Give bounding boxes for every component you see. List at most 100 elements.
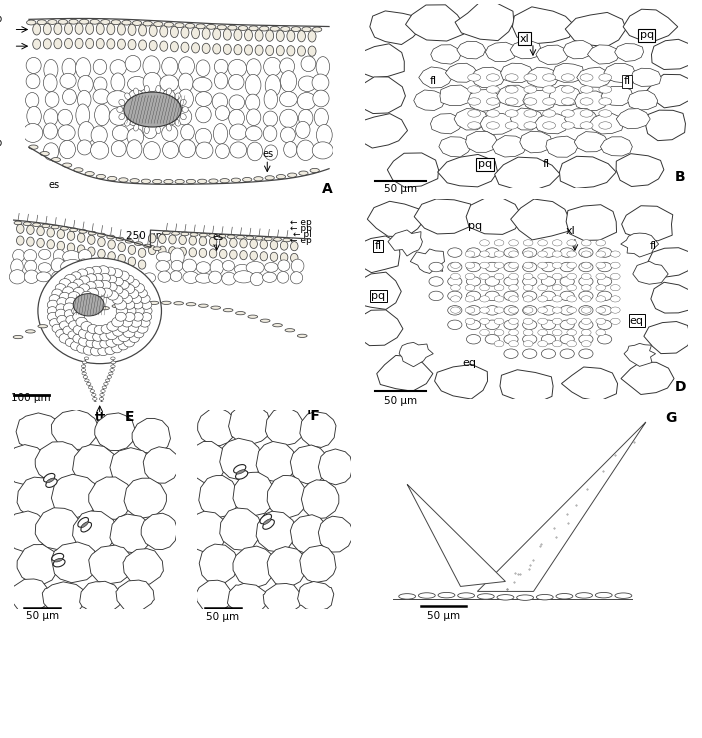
Ellipse shape <box>265 75 281 97</box>
Ellipse shape <box>156 126 161 134</box>
Ellipse shape <box>552 318 562 325</box>
Polygon shape <box>188 511 227 552</box>
Ellipse shape <box>505 86 518 93</box>
Polygon shape <box>263 584 302 614</box>
Ellipse shape <box>523 262 533 269</box>
Polygon shape <box>35 508 81 550</box>
Ellipse shape <box>181 42 189 52</box>
Ellipse shape <box>504 292 518 300</box>
Ellipse shape <box>13 249 25 262</box>
Ellipse shape <box>175 23 184 27</box>
Ellipse shape <box>240 251 247 260</box>
Ellipse shape <box>438 593 455 598</box>
Ellipse shape <box>579 262 593 272</box>
Ellipse shape <box>65 310 74 318</box>
Ellipse shape <box>40 151 49 156</box>
Ellipse shape <box>465 273 475 280</box>
Ellipse shape <box>92 339 104 349</box>
Ellipse shape <box>522 248 537 258</box>
Ellipse shape <box>84 345 95 355</box>
Polygon shape <box>10 579 51 613</box>
Ellipse shape <box>581 318 591 325</box>
Ellipse shape <box>84 267 94 275</box>
Ellipse shape <box>87 288 98 297</box>
Ellipse shape <box>560 334 574 344</box>
Ellipse shape <box>189 248 197 257</box>
Ellipse shape <box>143 21 152 26</box>
Ellipse shape <box>210 260 223 275</box>
Ellipse shape <box>302 27 311 32</box>
Ellipse shape <box>218 234 226 238</box>
Ellipse shape <box>112 141 126 156</box>
Ellipse shape <box>538 341 548 347</box>
Ellipse shape <box>91 266 102 275</box>
Polygon shape <box>388 153 439 187</box>
Ellipse shape <box>107 283 117 292</box>
Ellipse shape <box>140 294 150 303</box>
Ellipse shape <box>541 349 555 359</box>
Polygon shape <box>437 154 498 187</box>
Polygon shape <box>621 233 658 257</box>
Ellipse shape <box>26 74 40 89</box>
Ellipse shape <box>54 558 62 562</box>
Ellipse shape <box>448 248 462 258</box>
Polygon shape <box>358 44 404 77</box>
Polygon shape <box>480 114 514 134</box>
Ellipse shape <box>99 280 111 290</box>
Polygon shape <box>354 77 406 114</box>
Ellipse shape <box>567 341 576 347</box>
Polygon shape <box>199 544 238 584</box>
Ellipse shape <box>479 262 489 269</box>
Ellipse shape <box>599 122 611 129</box>
Ellipse shape <box>112 20 121 24</box>
Ellipse shape <box>214 72 227 89</box>
Ellipse shape <box>37 227 44 235</box>
Polygon shape <box>492 136 527 157</box>
Ellipse shape <box>576 593 592 598</box>
Polygon shape <box>647 75 696 108</box>
Ellipse shape <box>77 344 88 354</box>
Ellipse shape <box>100 273 110 283</box>
Polygon shape <box>589 114 624 134</box>
Ellipse shape <box>111 365 115 368</box>
Polygon shape <box>123 548 164 585</box>
Ellipse shape <box>538 251 548 257</box>
Ellipse shape <box>85 331 97 341</box>
Ellipse shape <box>263 125 277 142</box>
Ellipse shape <box>58 19 67 24</box>
Ellipse shape <box>180 125 194 140</box>
Ellipse shape <box>538 273 548 280</box>
Ellipse shape <box>59 279 71 289</box>
Ellipse shape <box>599 86 611 93</box>
Ellipse shape <box>246 59 261 76</box>
Ellipse shape <box>596 262 606 269</box>
Ellipse shape <box>509 285 519 291</box>
Ellipse shape <box>140 318 150 327</box>
Ellipse shape <box>51 320 60 323</box>
Polygon shape <box>651 282 696 313</box>
Ellipse shape <box>102 386 107 389</box>
Ellipse shape <box>301 56 316 72</box>
Text: fl: fl <box>430 77 437 86</box>
Ellipse shape <box>79 276 90 285</box>
Ellipse shape <box>38 258 161 364</box>
Ellipse shape <box>78 75 93 94</box>
Ellipse shape <box>52 324 62 333</box>
Ellipse shape <box>230 238 237 247</box>
Ellipse shape <box>494 262 504 269</box>
Ellipse shape <box>63 303 75 313</box>
Polygon shape <box>188 441 227 483</box>
Ellipse shape <box>117 39 126 49</box>
Ellipse shape <box>161 301 171 305</box>
Ellipse shape <box>117 289 128 299</box>
Ellipse shape <box>178 57 194 75</box>
Ellipse shape <box>82 361 87 364</box>
Ellipse shape <box>27 225 34 235</box>
Ellipse shape <box>112 269 123 278</box>
Ellipse shape <box>244 30 253 41</box>
Ellipse shape <box>49 294 60 303</box>
Ellipse shape <box>132 272 145 283</box>
Ellipse shape <box>429 292 443 300</box>
Ellipse shape <box>298 92 316 110</box>
Ellipse shape <box>24 249 37 262</box>
